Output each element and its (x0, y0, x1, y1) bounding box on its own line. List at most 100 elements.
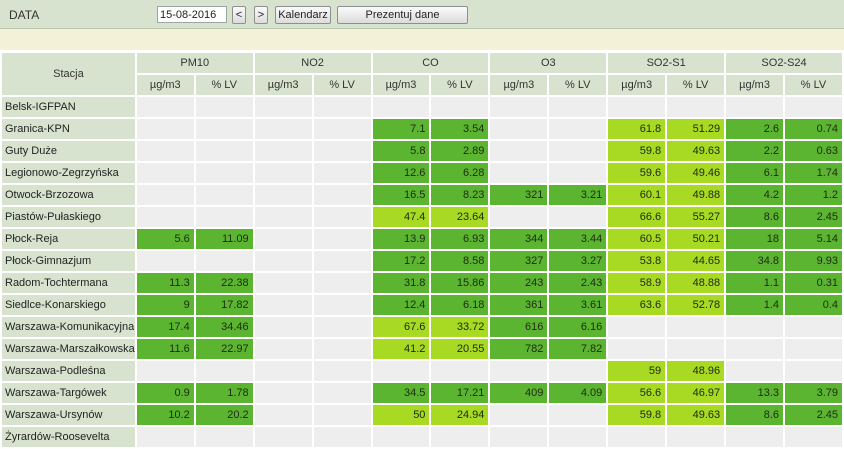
measurement-cell: 51.29 (667, 119, 725, 139)
measurement-cell: 17.2 (372, 251, 430, 271)
measurement-cell: 50 (372, 405, 430, 425)
table-row: Warszawa-Targówek 0.9 1.78 34.5 17.21 409 4.09… (2, 383, 842, 403)
station-name: Warszawa-Targówek (2, 383, 135, 403)
station-name: Granica-KPN (2, 119, 135, 139)
measurement-cell (254, 405, 312, 425)
pollutant-header-row: Stacja PM10 NO2 CO O3 SO2-S1 SO2-S24 (2, 53, 842, 95)
unit-header-row: µg/m3% LV µg/m3% LV µg/m3% LV µg/m3% LV µg/m… (2, 75, 842, 95)
measurement-cell: 63.6 (608, 295, 666, 315)
measurement-cell: 8.58 (431, 251, 489, 271)
date-input[interactable] (157, 6, 227, 23)
measurement-cell: 11.6 (136, 339, 194, 359)
measurement-cell (667, 427, 725, 447)
table-row: Żyrardów-Roosevelta (2, 427, 842, 447)
station-name: Siedlce-Konarskiego (2, 295, 135, 315)
measurement-cell (372, 427, 430, 447)
measurement-cell: 0.74 (785, 119, 842, 139)
measurement-cell: 16.5 (372, 185, 430, 205)
unit-header-percent-lv: % LV (195, 75, 253, 95)
measurement-cell: 616 (490, 317, 548, 337)
measurement-cell (372, 97, 430, 117)
measurement-cell (136, 141, 194, 161)
measurement-cell: 47.4 (372, 207, 430, 227)
measurement-cell (490, 119, 548, 139)
measurement-cell: 6.93 (431, 229, 489, 249)
table-row: Otwock-Brzozowa 16.5 8.23 321 3.21 60.1 49.88 4… (2, 185, 842, 205)
measurement-cell: 11.3 (136, 273, 194, 293)
table-row: Płock-Gimnazjum 17.2 8.58 327 3.27 53.8 44.65 3… (2, 251, 842, 271)
measurement-cell (549, 427, 607, 447)
measurement-cell (254, 163, 312, 183)
measurement-cell (254, 273, 312, 293)
table-row: Legionowo-Zegrzyńska 12.6 6.28 59.6 49.46 6.1… (2, 163, 842, 183)
measurement-cell: 12.6 (372, 163, 430, 183)
measurement-cell: 1.74 (785, 163, 842, 183)
measurement-cell: 60.1 (608, 185, 666, 205)
unit-header-ugm3: µg/m3 (608, 75, 666, 95)
measurement-cell (313, 251, 371, 271)
toolbar: DATA < > Kalendarz Prezentuj dane (0, 0, 844, 29)
measurement-cell: 48.88 (667, 273, 725, 293)
measurement-cell (608, 427, 666, 447)
measurement-cell: 58.9 (608, 273, 666, 293)
measurement-cell: 44.65 (667, 251, 725, 271)
table-row: Warszawa-Komunikacyjna 17.4 34.46 67.6 33.72… (2, 317, 842, 337)
calendar-button[interactable]: Kalendarz (275, 6, 331, 24)
measurement-cell: 8.23 (431, 185, 489, 205)
unit-header-percent-lv: % LV (431, 75, 489, 95)
measurement-cell (785, 361, 842, 381)
measurement-cell (195, 97, 253, 117)
measurement-cell (549, 207, 607, 227)
measurement-cell (313, 339, 371, 359)
table-row: Belsk-IGFPAN (2, 97, 842, 117)
measurement-cell: 2.89 (431, 141, 489, 161)
present-data-button[interactable]: Prezentuj dane (337, 6, 468, 24)
measurement-cell: 59.8 (608, 405, 666, 425)
measurement-cell: 59.8 (608, 141, 666, 161)
measurement-cell (431, 97, 489, 117)
unit-header-percent-lv: % LV (667, 75, 725, 95)
measurement-cell: 0.9 (136, 383, 194, 403)
measurement-cell: 59.6 (608, 163, 666, 183)
measurement-cell: 344 (490, 229, 548, 249)
measurement-cell (313, 185, 371, 205)
measurement-cell (136, 185, 194, 205)
prev-day-button[interactable]: < (232, 6, 246, 24)
measurement-cell: 1.78 (195, 383, 253, 403)
measurement-cell: 66.6 (608, 207, 666, 227)
pollutant-header: NO2 (254, 53, 371, 73)
measurement-cell: 6.28 (431, 163, 489, 183)
measurement-cell: 13.3 (726, 383, 784, 403)
measurement-cell (254, 185, 312, 205)
measurement-table-container: Stacja PM10 NO2 CO O3 SO2-S1 SO2-S24 µg/m3% L… (0, 51, 844, 449)
measurement-cell (254, 339, 312, 359)
station-name: Warszawa-Komunikacyjna (2, 317, 135, 337)
pollutant-header: O3 (490, 53, 607, 73)
measurement-cell: 49.88 (667, 185, 725, 205)
table-row: Radom-Tochtermana 11.3 22.38 31.8 15.86 243 2.… (2, 273, 842, 293)
table-row: Guty Duże 5.8 2.89 59.8 49.63 2.2 0.63 (2, 141, 842, 161)
measurement-cell (254, 361, 312, 381)
next-day-button[interactable]: > (254, 6, 268, 24)
measurement-cell (254, 427, 312, 447)
station-name: Belsk-IGFPAN (2, 97, 135, 117)
measurement-cell: 1.2 (785, 185, 842, 205)
measurement-cell: 17.82 (195, 295, 253, 315)
measurement-cell: 5.6 (136, 229, 194, 249)
measurement-cell: 6.1 (726, 163, 784, 183)
measurement-cell: 17.4 (136, 317, 194, 337)
table-row: Warszawa-Ursynów 10.2 20.2 50 24.94 59.8 49.63… (2, 405, 842, 425)
table-row: Warszawa-Marszałkowska 11.6 22.97 41.2 20.55… (2, 339, 842, 359)
measurement-cell (726, 361, 784, 381)
station-name: Warszawa-Marszałkowska (2, 339, 135, 359)
measurement-cell: 1.4 (726, 295, 784, 315)
station-name: Guty Duże (2, 141, 135, 161)
unit-header-ugm3: µg/m3 (726, 75, 784, 95)
measurement-cell: 22.38 (195, 273, 253, 293)
unit-header-ugm3: µg/m3 (254, 75, 312, 95)
unit-header-ugm3: µg/m3 (490, 75, 548, 95)
measurement-cell (195, 185, 253, 205)
measurement-cell: 7.82 (549, 339, 607, 359)
measurement-cell: 6.16 (549, 317, 607, 337)
measurement-cell (136, 251, 194, 271)
